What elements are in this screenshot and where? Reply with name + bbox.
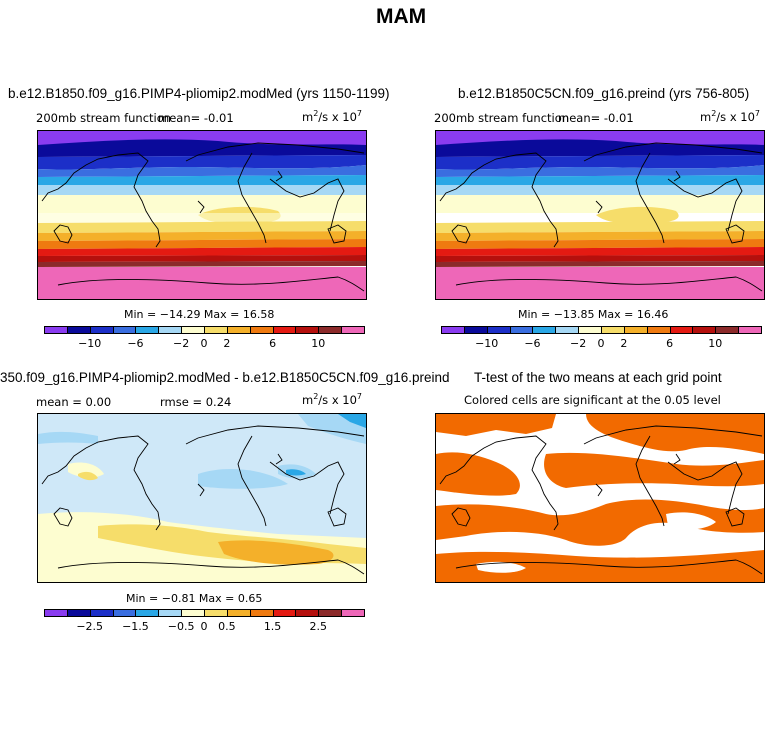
colorbar-tick-label: 0 [200,337,208,350]
colorbar-swatch [112,326,137,334]
colorbar-swatch [669,326,694,334]
colorbar-swatch [226,326,251,334]
colorbar-tick-label: −6 [127,337,144,350]
panel2-map-field [436,131,764,299]
colorbar-tick-label: −2 [570,337,587,350]
colorbar-swatch [89,326,114,334]
panel4-subtitle: Colored cells are significant at the 0.0… [464,393,721,407]
colorbar-tick-label: −1.5 [122,620,149,633]
colorbar-swatch [204,609,228,617]
panel1-map-field [38,131,366,299]
colorbar-tick-label: 6 [269,337,277,350]
colorbar-swatch [158,609,183,617]
colorbar-swatch [646,326,671,334]
colorbar-swatch [463,326,488,334]
colorbar-swatch [578,326,602,334]
colorbar-swatch [66,609,91,617]
colorbar-swatch [89,609,114,617]
colorbar-tick-label: −2 [173,337,190,350]
panel4-significance-map [436,414,764,582]
colorbar-swatch [715,326,740,334]
colorbar-swatch [249,609,274,617]
panel1-mean-label: mean= -0.01 [158,111,234,125]
colorbar-tick-label: −6 [524,337,541,350]
colorbar-swatch [295,609,320,617]
panel3-min-max: Min = −0.81 Max = 0.65 [126,592,263,605]
colorbar-swatch [158,326,183,334]
colorbar-swatch [181,326,205,334]
colorbar-swatch [135,609,160,617]
panel3-title: 350.f09_g16.PIMP4-pliomip2.modMed - b.e1… [0,370,450,385]
panel3-colorbar: −2.5 −1.5 −0.5 0 0.5 1.5 2.5 [44,609,365,633]
panel3-mean-label: mean = 0.00 [36,395,112,409]
colorbar-tick-label: 0 [200,620,208,633]
colorbar-swatch [204,326,228,334]
colorbar-tick-label: 0.5 [218,620,236,633]
colorbar-swatch [181,609,205,617]
panel4-title: T-test of the two means at each grid poi… [474,370,722,385]
colorbar-tick-label: 10 [708,337,723,350]
panel1-min-max: Min = −14.29 Max = 16.58 [124,308,275,321]
panel1-variable-label: 200mb stream function [36,111,172,125]
panel3-map [37,413,367,583]
colorbar-swatch [341,609,365,617]
panel4-map [435,413,765,583]
figure-title: MAM [376,5,427,28]
colorbar-swatch [295,326,320,334]
colorbar-swatch [44,609,68,617]
colorbar-swatch [486,326,511,334]
colorbar-swatch [249,326,274,334]
colorbar-swatch [135,326,160,334]
colorbar-swatch [555,326,580,334]
colorbar-swatch [738,326,762,334]
panel1-units: m2/s x 107 [302,109,363,124]
colorbar-swatch [318,326,343,334]
colorbar-swatch [441,326,465,334]
colorbar-swatch [272,326,297,334]
panel3-map-field [38,414,366,582]
colorbar-tick-label: 2 [223,337,231,350]
panel2-mean-label: mean= -0.01 [558,111,634,125]
panel1-map [37,130,367,300]
colorbar-swatch [341,326,365,334]
colorbar-tick-label: 10 [311,337,326,350]
colorbar-swatch [509,326,534,334]
colorbar-swatch [44,326,68,334]
colorbar-swatch [272,609,297,617]
panel2-colorbar: −10 −6 −2 0 2 6 10 [441,326,762,350]
panel3-rmse-label: rmse = 0.24 [160,395,232,409]
colorbar-tick-label: 1.5 [263,620,282,633]
panel3-units: m2/s x 107 [302,392,363,407]
colorbar-tick-label: 0 [597,337,605,350]
colorbar-swatch [66,326,91,334]
panel2-units: m2/s x 107 [700,109,761,124]
colorbar-swatch [623,326,648,334]
colorbar-swatch [226,609,251,617]
colorbar-swatch [692,326,717,334]
colorbar-swatch [601,326,625,334]
colorbar-swatch [318,609,343,617]
colorbar-tick-label: −0.5 [167,620,195,633]
colorbar-tick-label: 2 [620,337,628,350]
colorbar-tick-label: −10 [78,337,102,350]
panel2-title: b.e12.B1850C5CN.f09_g16.preind (yrs 756-… [458,86,750,101]
panel2-variable-label: 200mb stream function [434,111,570,125]
panel2-map [435,130,765,300]
colorbar-swatch [112,609,137,617]
colorbar-tick-label: −2.5 [76,620,104,633]
panel1-colorbar: −10 −6 −2 0 2 6 10 [44,326,365,350]
colorbar-swatch [532,326,557,334]
colorbar-tick-label: 6 [666,337,674,350]
panel1-title: b.e12.B1850.f09_g16.PIMP4-pliomip2.modMe… [8,86,390,101]
colorbar-tick-label: 2.5 [309,620,328,633]
colorbar-tick-label: −10 [475,337,499,350]
panel2-min-max: Min = −13.85 Max = 16.46 [518,308,669,321]
